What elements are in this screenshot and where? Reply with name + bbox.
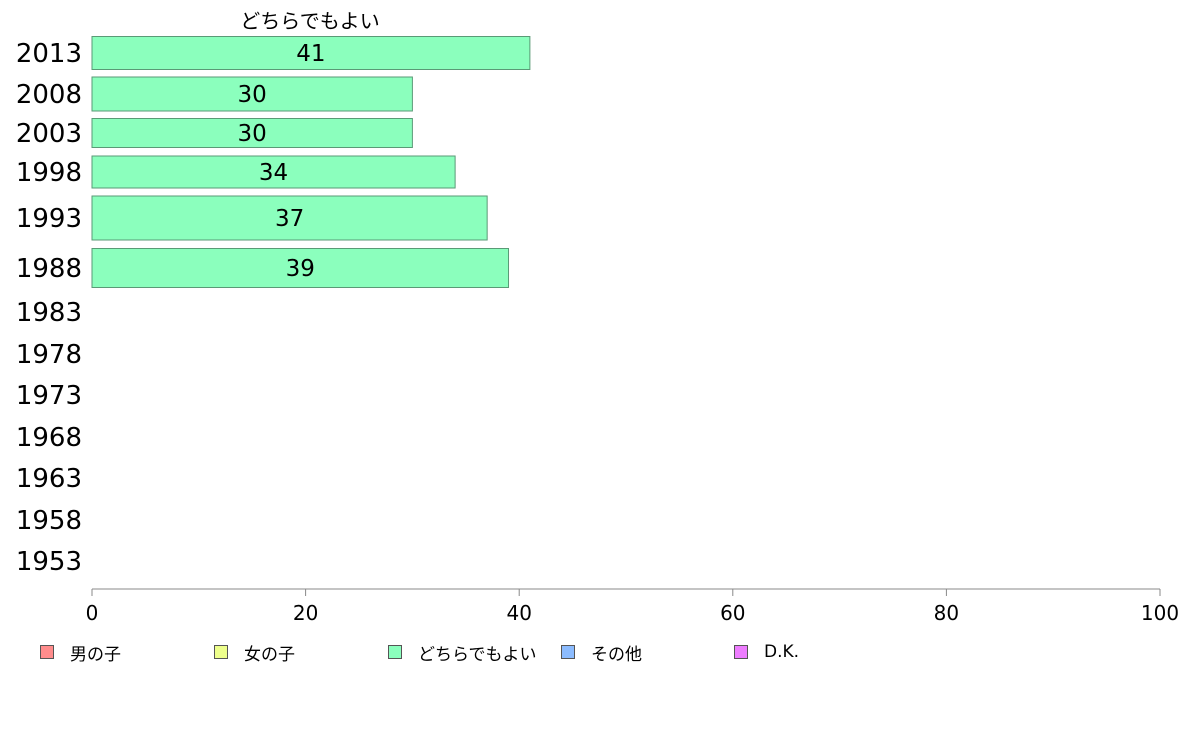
legend-label-other: その他	[591, 644, 642, 665]
y-tick-label: 2003	[16, 119, 82, 149]
legend-label-boy: 男の子	[70, 644, 121, 665]
legend-item-either: どちらでもよい	[388, 640, 537, 665]
legend-label-dk: D.K.	[764, 642, 800, 662]
legend-item-other: その他	[561, 640, 642, 665]
bar	[91, 155, 456, 189]
legend-label-either: どちらでもよい	[418, 644, 537, 665]
x-tick-label: 40	[506, 601, 531, 625]
y-tick-label: 1993	[16, 204, 82, 234]
y-tick-label: 1953	[16, 547, 82, 577]
y-tick-label: 2008	[16, 80, 82, 110]
y-tick-label: 2013	[16, 39, 82, 69]
y-tick-label: 1983	[16, 298, 82, 328]
bar	[91, 36, 531, 70]
data-label: 34	[259, 160, 288, 186]
legend: 男の子 女の子 どちらでもよい その他 D.K.	[0, 640, 1188, 665]
y-tick-label: 1963	[16, 464, 82, 494]
legend-swatch-dk	[734, 645, 748, 659]
legend-swatch-other	[561, 645, 575, 659]
data-label: 30	[238, 82, 267, 108]
x-tick-label: 60	[720, 601, 745, 625]
data-label: 37	[275, 206, 304, 232]
x-tick-label: 100	[1141, 601, 1179, 625]
bar	[91, 76, 413, 112]
legend-label-girl: 女の子	[244, 644, 295, 665]
y-tick-label: 1978	[16, 340, 82, 370]
y-tick-label: 1973	[16, 381, 82, 411]
x-tick-label: 0	[86, 601, 99, 625]
data-label: 30	[238, 121, 267, 147]
x-tick-label: 80	[934, 601, 959, 625]
data-label: 39	[286, 256, 315, 282]
legend-item-dk: D.K.	[734, 640, 799, 664]
y-tick-label: 1958	[16, 506, 82, 536]
y-tick-label: 1968	[16, 423, 82, 453]
data-label: 41	[296, 41, 325, 67]
legend-swatch-either	[388, 645, 402, 659]
bar	[91, 118, 413, 148]
bar	[91, 248, 510, 288]
x-tick-label: 20	[293, 601, 318, 625]
series-title: どちらでもよい	[240, 9, 380, 33]
y-tick-label: 1998	[16, 158, 82, 188]
legend-swatch-boy	[40, 645, 54, 659]
legend-item-girl: 女の子	[214, 640, 295, 665]
legend-item-boy: 男の子	[40, 640, 121, 665]
y-tick-label: 1988	[16, 254, 82, 284]
legend-swatch-girl	[214, 645, 228, 659]
bar	[91, 195, 488, 241]
